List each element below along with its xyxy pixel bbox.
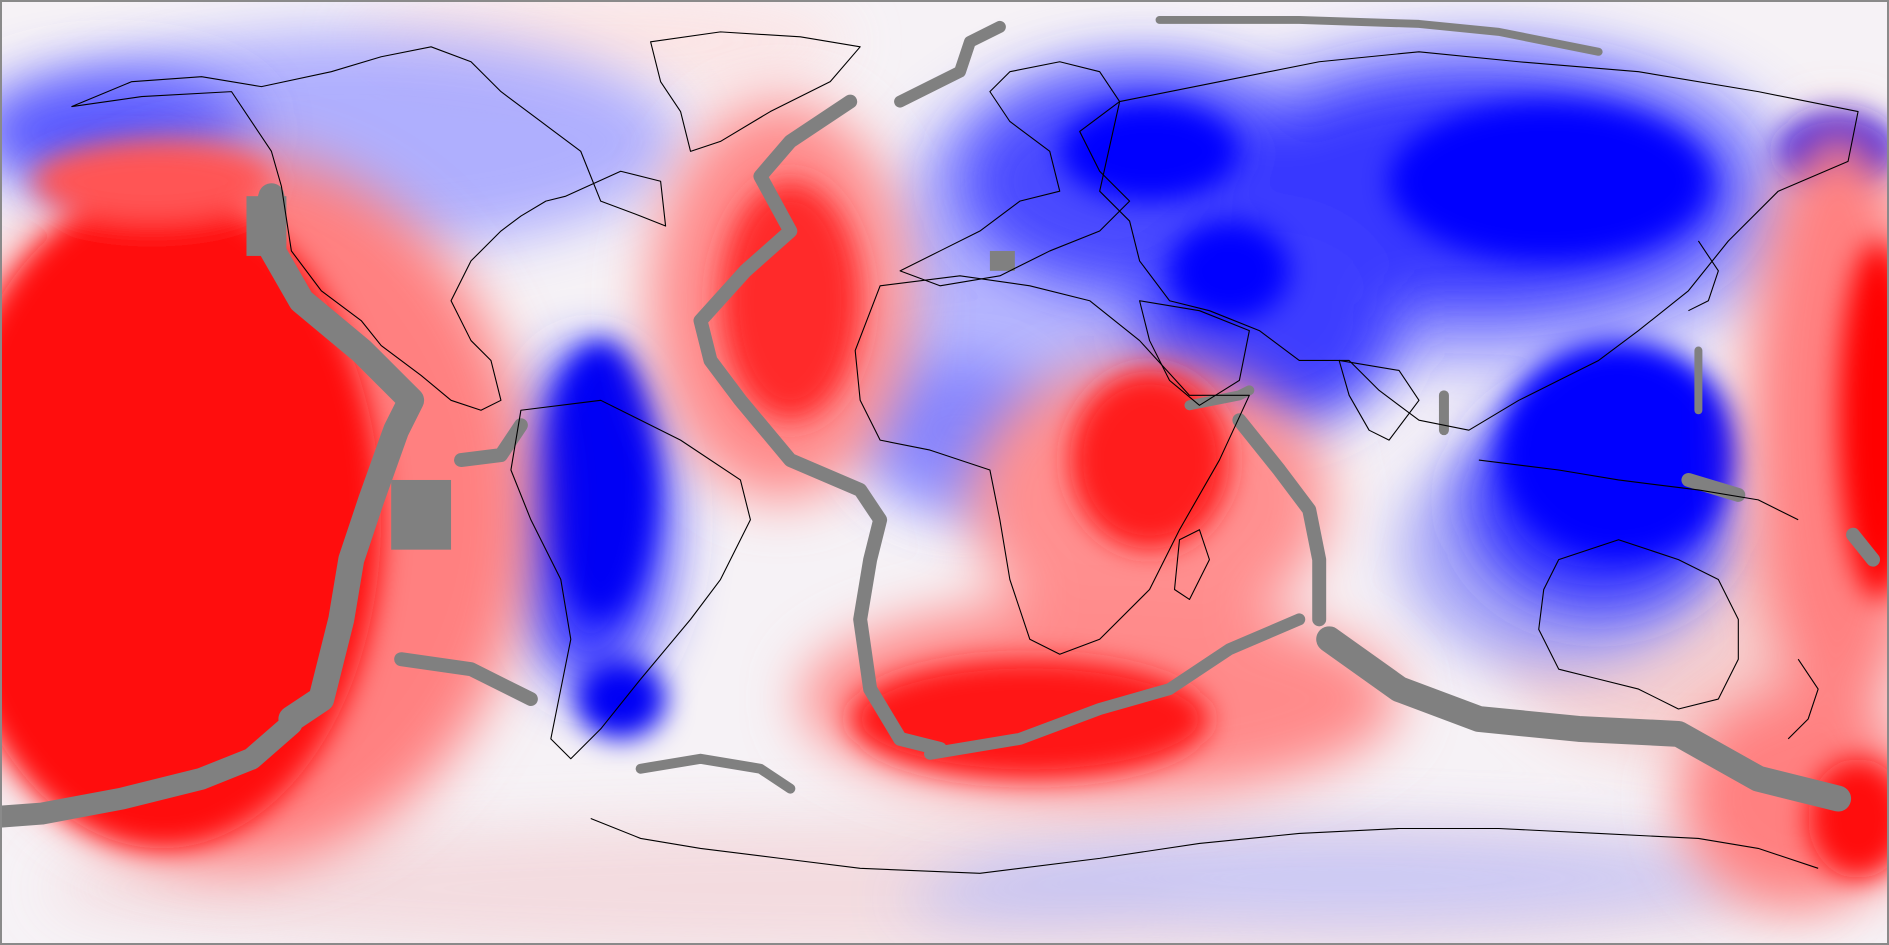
- coastline-australia: [1538, 539, 1739, 710]
- southwest-indian-ridge: [924, 613, 1306, 760]
- scotia-arc: [635, 753, 796, 794]
- new-guinea-segment: [1681, 472, 1746, 502]
- coastline-arabia: [1139, 300, 1250, 406]
- mid-atlantic-ridge: [693, 94, 947, 756]
- coastline-madagascar: [1173, 529, 1210, 601]
- tonga-kermadec: [1846, 527, 1881, 567]
- coastline-new-zealand: [1787, 658, 1819, 740]
- coastlines: [71, 31, 1859, 874]
- chile-rise: [394, 652, 538, 707]
- coastline-south-america: [510, 399, 751, 760]
- southeast-indian-ridge: [1316, 626, 1852, 812]
- cocos-ridge: [454, 418, 528, 468]
- west-coast-patch: [246, 196, 287, 256]
- pacific-antarctic-ridge: [2, 712, 303, 828]
- plate-boundaries: [2, 15, 1881, 828]
- coastline-africa: [854, 275, 1250, 655]
- reykjanes-ridge: [894, 20, 1006, 108]
- coastline-europe: [899, 61, 1131, 287]
- coastline-india: [1338, 359, 1420, 441]
- coastline-asia: [1099, 51, 1859, 431]
- coastline-greenland: [650, 31, 861, 152]
- coastline-north-america: [71, 46, 667, 411]
- arctic-ridge: [1155, 15, 1603, 56]
- coastline-southeast-asia-islands: [1478, 459, 1799, 521]
- coastline-japan: [1688, 240, 1719, 312]
- central-indian-ridge: [1232, 413, 1327, 627]
- aegean-patch: [989, 250, 1015, 271]
- coastline-antarctica: [590, 818, 1819, 874]
- galapagos-patch: [391, 479, 452, 550]
- east-pacific-rise: [248, 183, 425, 732]
